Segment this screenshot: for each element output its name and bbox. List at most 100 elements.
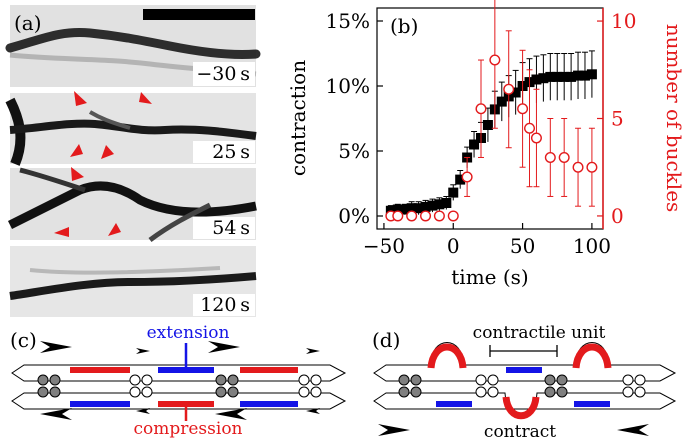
y-right-tick-label: 5 (611, 107, 624, 131)
x-axis: −50 0 50 100 (363, 223, 611, 258)
square-point (427, 200, 438, 211)
buckled-segment (502, 396, 540, 420)
circle-point (530, 132, 542, 144)
force-arrow (136, 408, 150, 414)
micrograph-frame: −30 s (a) (5, 5, 261, 87)
y-left-tick-label: 15% (326, 9, 370, 33)
motor-cluster (215, 374, 239, 398)
force-arrow (215, 408, 247, 420)
y-left-tick-label: 0% (338, 204, 370, 228)
circle-point (475, 103, 487, 115)
square-point (420, 201, 431, 212)
y-right-tick-label: 10 (611, 9, 636, 33)
extension-segment (506, 367, 542, 373)
square-point (545, 71, 556, 82)
buckle-arrow (71, 167, 84, 181)
contract-arrow (617, 424, 649, 436)
square-point (573, 70, 584, 81)
extension-segment (574, 401, 610, 407)
y-right-tick-label: 0 (611, 204, 624, 228)
y-axis-left: 0% 5% 10% 15% (326, 9, 383, 228)
y-left-tick-label: 10% (326, 74, 370, 98)
circle-point (503, 83, 515, 95)
extension-segment (436, 401, 472, 407)
square-point (510, 87, 521, 98)
circle-point (572, 161, 584, 173)
panel-d-label: (d) (372, 328, 400, 352)
force-arrow (306, 408, 320, 414)
compression-segment (70, 367, 130, 373)
force-arrow (208, 341, 240, 353)
square-point (406, 203, 417, 214)
square-point (399, 204, 410, 215)
square-point (538, 73, 549, 84)
x-tick-label: 100 (573, 234, 611, 258)
x-tick-label: −50 (363, 234, 405, 258)
panel-c-diagram: (c) extension compression (10, 323, 347, 439)
extension-segment (70, 401, 130, 407)
buckle-arrow (74, 91, 87, 106)
buckle-arrow (101, 145, 114, 159)
square-point (531, 74, 542, 85)
contract-label: contract (484, 422, 556, 439)
crosslinker-cluster (129, 374, 153, 398)
force-arrow (136, 348, 150, 354)
crosslinker-cluster (298, 374, 322, 398)
y-axis-right: 0 5 10 (597, 8, 636, 229)
micrograph-frame: 25 s (5, 91, 257, 166)
buckle-arrow (54, 227, 69, 237)
extension-segment (240, 401, 298, 407)
compression-label: compression (133, 419, 242, 439)
buckled-segment (427, 343, 467, 369)
panel-c-label: (c) (10, 328, 37, 352)
circle-point (420, 210, 432, 222)
square-point (469, 139, 480, 150)
panel-a-label: (a) (14, 11, 42, 35)
force-arrow (306, 348, 320, 354)
square-point (455, 174, 466, 185)
circle-point (524, 122, 536, 134)
buckle-arrow (70, 144, 83, 157)
motor-cluster (37, 374, 61, 398)
square-point (434, 199, 445, 210)
contractile-unit-label: contractile unit (473, 323, 606, 343)
circle-point (489, 54, 501, 66)
frame-time: 120 s (200, 294, 250, 316)
circle-point (461, 171, 473, 183)
micrograph-frame: 120 s (9, 246, 257, 317)
panel-b-chart: (b) −50 0 50 100 0% 5% 10% 15% 0 5 10 time (s) c… (286, 0, 683, 289)
x-axis-label: time (s) (451, 265, 528, 289)
crosslinker-cluster (622, 374, 646, 398)
micrograph-frame: 54 s (7, 167, 257, 243)
frame-time: −30 s (196, 63, 250, 85)
square-point (392, 204, 403, 215)
panel-a: −30 s (a) 25 s 54 s (5, 5, 261, 317)
contract-arrow (378, 424, 410, 436)
scale-bar (143, 9, 255, 20)
extension-label: extension (147, 323, 230, 343)
y-left-tick-label: 5% (338, 139, 370, 163)
square-point (496, 96, 507, 107)
square-point (441, 198, 452, 208)
circle-point (586, 161, 598, 173)
panel-b-label: (b) (390, 14, 418, 38)
buckle-arrow (139, 92, 152, 104)
frame-time: 25 s (212, 141, 250, 163)
plot-frame (376, 7, 604, 230)
square-point (482, 120, 493, 130)
square-point (566, 71, 577, 82)
circle-point (558, 151, 570, 163)
circle-point (517, 103, 529, 115)
buckled-segment (572, 343, 612, 369)
square-point (586, 69, 597, 80)
circle-point (447, 210, 459, 222)
y-axis-right-label: number of buckles (662, 24, 683, 213)
motor-cluster (398, 374, 422, 398)
circle-point (544, 151, 556, 163)
force-arrow (40, 341, 72, 353)
motor-cluster (544, 374, 568, 398)
x-tick-label: 50 (510, 234, 535, 258)
extension-segment (158, 367, 214, 373)
square-point (448, 187, 459, 198)
